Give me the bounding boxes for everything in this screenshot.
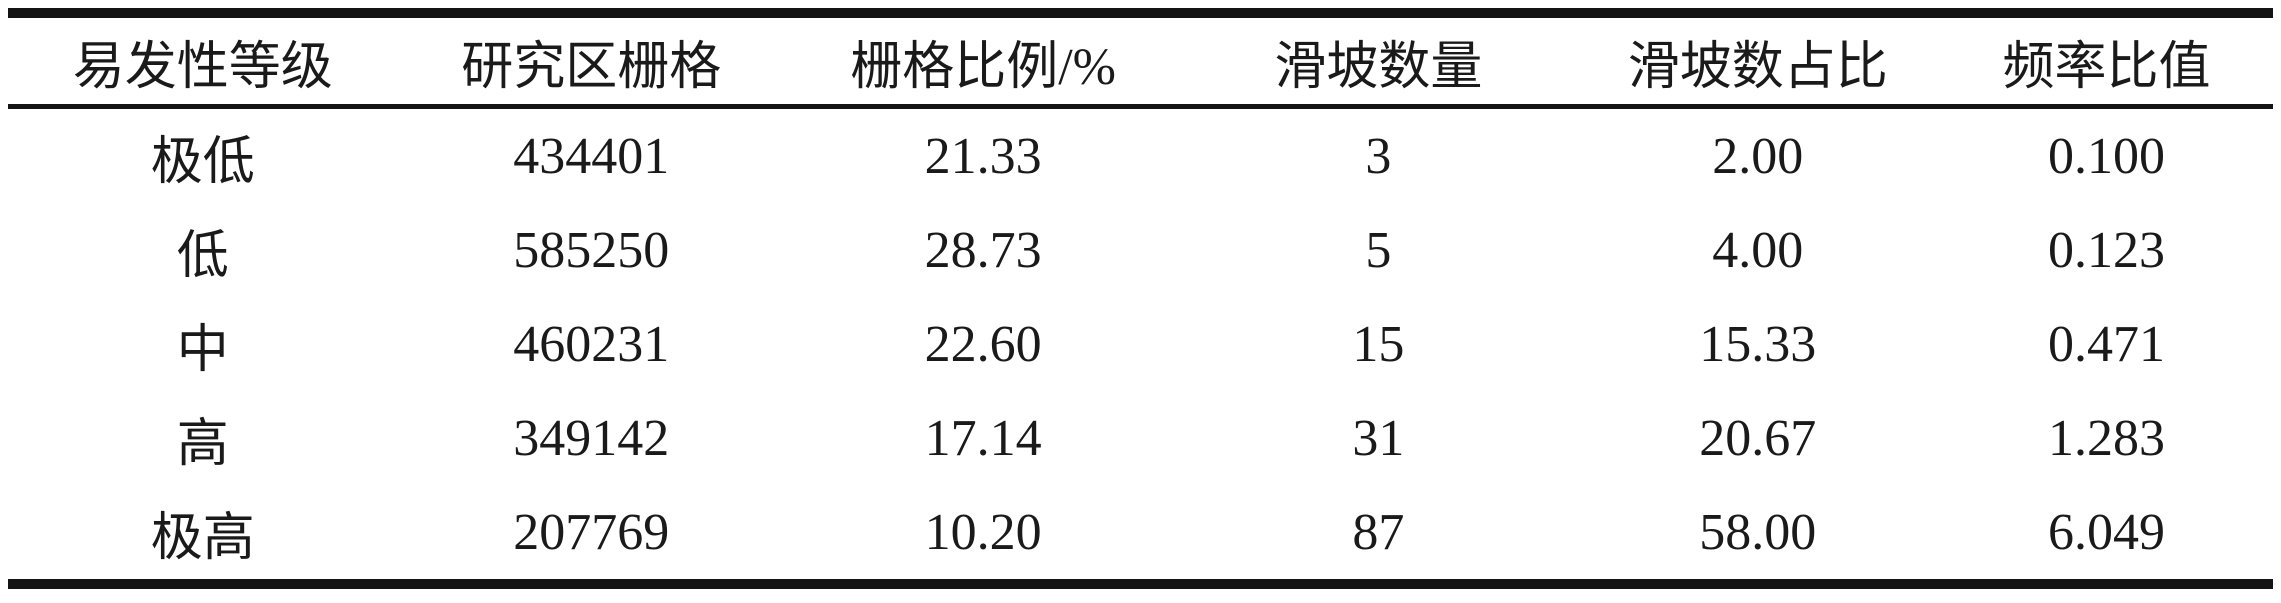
- table-cell: 460231: [513, 315, 670, 373]
- table-row: 极高 207769 10.20 87 58.00 6.049: [8, 485, 2273, 584]
- table-cell: 28.73: [924, 221, 1042, 279]
- table-cell: 高: [176, 415, 229, 473]
- table-row: 中 460231 22.60 15 15.33 0.471: [8, 297, 2273, 391]
- table-cell: 6.049: [2048, 503, 2166, 561]
- table-cell: 0.100: [2048, 127, 2166, 185]
- table-cell: 349142: [513, 409, 670, 467]
- column-header-grid-ratio: 栅格比例/%: [784, 13, 1182, 109]
- table-body: 极低 434401 21.33 3 2.00 0.100 低 585250 28…: [8, 107, 2273, 585]
- table-cell: 15.33: [1699, 315, 1817, 373]
- table-cell: 5: [1365, 221, 1392, 279]
- column-header-landslide-ratio: 滑坡数占比: [1575, 13, 1941, 109]
- column-header-landslide-count: 滑坡数量: [1181, 13, 1576, 109]
- table-cell: 22.60: [924, 315, 1042, 373]
- table-cell: 4.00: [1712, 221, 1804, 279]
- table-cell: 585250: [513, 221, 670, 279]
- table-cell: 3: [1365, 127, 1392, 185]
- table-cell: 20.67: [1699, 409, 1817, 467]
- table-cell: 87: [1352, 503, 1405, 561]
- column-header-study-area-grid: 研究区栅格: [397, 13, 785, 109]
- table-row: 高 349142 17.14 31 20.67 1.283: [8, 391, 2273, 485]
- table-cell: 21.33: [924, 127, 1042, 185]
- table-cell: 低: [176, 227, 229, 285]
- table-cell: 2.00: [1712, 127, 1804, 185]
- table-cell: 58.00: [1699, 503, 1817, 561]
- table-row: 极低 434401 21.33 3 2.00 0.100: [8, 107, 2273, 204]
- table-cell: 17.14: [924, 409, 1042, 467]
- table-cell: 10.20: [924, 503, 1042, 561]
- table-row: 低 585250 28.73 5 4.00 0.123: [8, 203, 2273, 297]
- table-cell: 0.123: [2048, 221, 2166, 279]
- table-cell: 中: [176, 321, 229, 379]
- table-cell: 207769: [513, 503, 670, 561]
- table-cell: 15: [1352, 315, 1405, 373]
- column-header-frequency-ratio: 频率比值: [1940, 13, 2273, 109]
- header-row: 易发性等级 研究区栅格 栅格比例/% 滑坡数量 滑坡数占比 频率比值: [8, 13, 2273, 109]
- table-cell: 0.471: [2048, 315, 2166, 373]
- table-cell: 434401: [513, 127, 670, 185]
- table-cell: 31: [1352, 409, 1405, 467]
- table-cell: 极高: [150, 509, 255, 567]
- table-cell: 极低: [150, 133, 255, 191]
- table-cell: 1.283: [2048, 409, 2166, 467]
- susceptibility-frequency-ratio-table: 易发性等级 研究区栅格 栅格比例/% 滑坡数量 滑坡数占比 频率比值 极低 43…: [8, 8, 2273, 589]
- column-header-susceptibility-level: 易发性等级: [8, 13, 398, 109]
